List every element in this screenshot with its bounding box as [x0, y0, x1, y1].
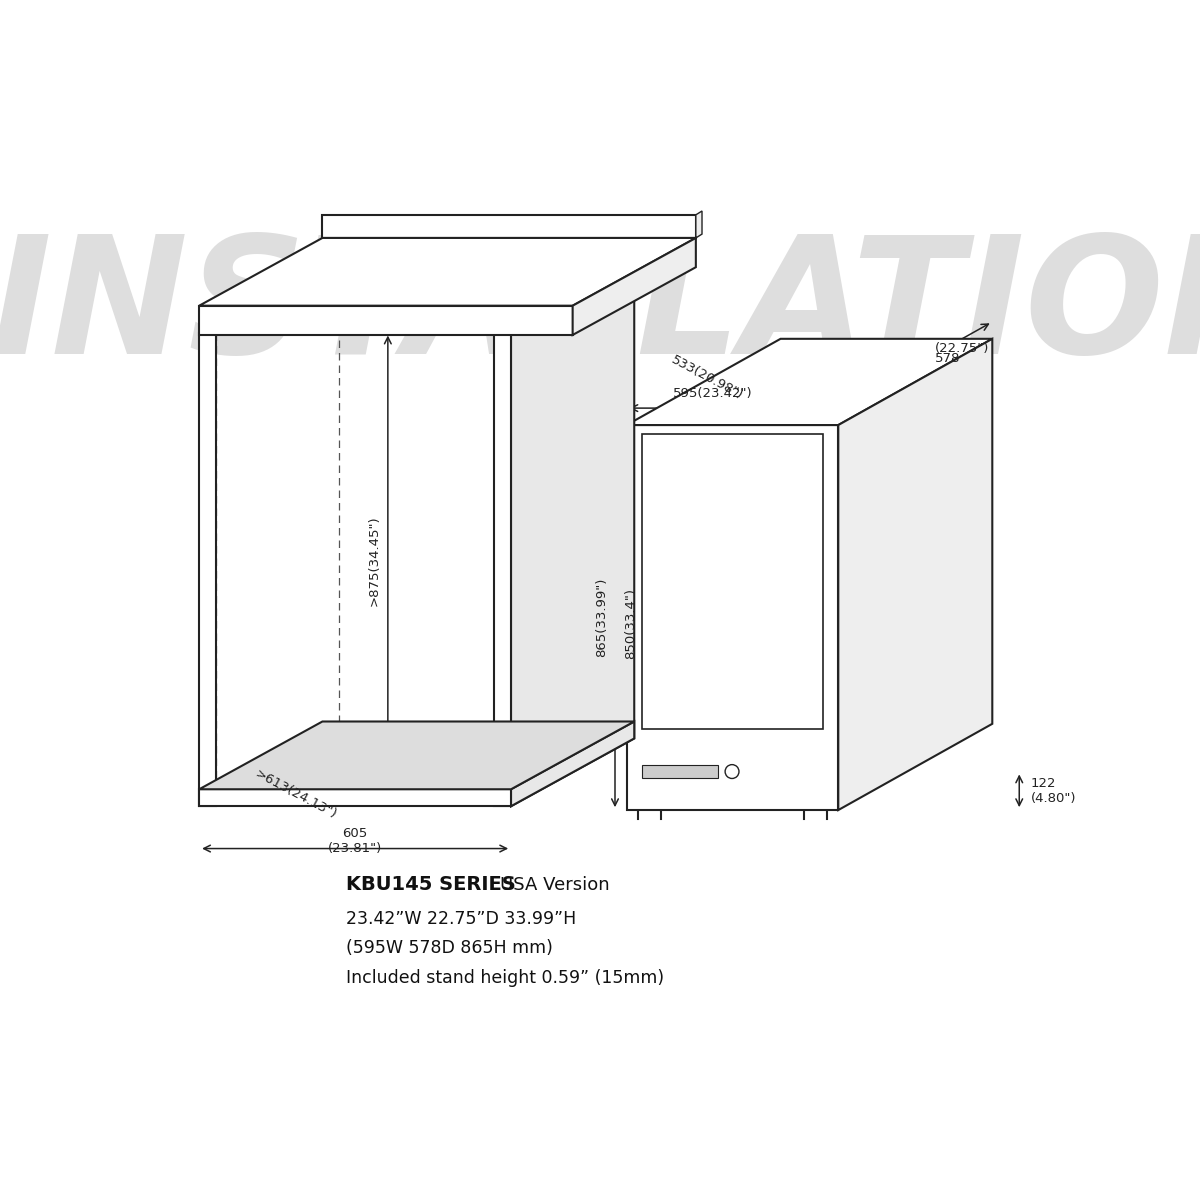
Text: 578: 578 — [935, 353, 960, 365]
Polygon shape — [511, 265, 635, 806]
Text: >875(34.45"): >875(34.45") — [367, 516, 380, 606]
Polygon shape — [626, 425, 839, 810]
Polygon shape — [642, 766, 718, 778]
Text: 865(33.99"): 865(33.99") — [595, 578, 607, 658]
Text: 122
(4.80"): 122 (4.80") — [1031, 776, 1076, 805]
Polygon shape — [199, 790, 511, 806]
Text: 605
(23.81"): 605 (23.81") — [328, 827, 383, 854]
Polygon shape — [323, 215, 696, 238]
Polygon shape — [494, 332, 511, 806]
Polygon shape — [696, 211, 702, 238]
Text: INSTALLATION: INSTALLATION — [0, 229, 1200, 388]
Polygon shape — [199, 721, 635, 790]
Text: 595(23.42"): 595(23.42") — [673, 386, 752, 400]
Text: KBU145 SERIES: KBU145 SERIES — [346, 876, 515, 894]
Text: 23.42”W 22.75”D 33.99”H: 23.42”W 22.75”D 33.99”H — [346, 910, 576, 928]
Polygon shape — [494, 265, 635, 332]
Polygon shape — [572, 238, 696, 335]
Text: >613(24.13"): >613(24.13") — [253, 767, 340, 821]
Polygon shape — [199, 265, 340, 332]
Polygon shape — [199, 332, 216, 806]
Text: 533(20.98"): 533(20.98") — [670, 354, 745, 402]
Text: (22.75"): (22.75") — [935, 342, 989, 355]
Polygon shape — [199, 306, 572, 335]
Polygon shape — [511, 721, 635, 806]
Polygon shape — [839, 338, 992, 810]
Text: Included stand height 0.59” (15mm): Included stand height 0.59” (15mm) — [346, 968, 664, 986]
Text: (595W 578D 865H mm): (595W 578D 865H mm) — [346, 940, 552, 958]
Text: 850(33.4"): 850(33.4") — [624, 588, 637, 659]
Polygon shape — [626, 338, 992, 425]
Polygon shape — [199, 238, 696, 306]
Polygon shape — [642, 434, 823, 730]
Text: USA Version: USA Version — [499, 876, 610, 894]
